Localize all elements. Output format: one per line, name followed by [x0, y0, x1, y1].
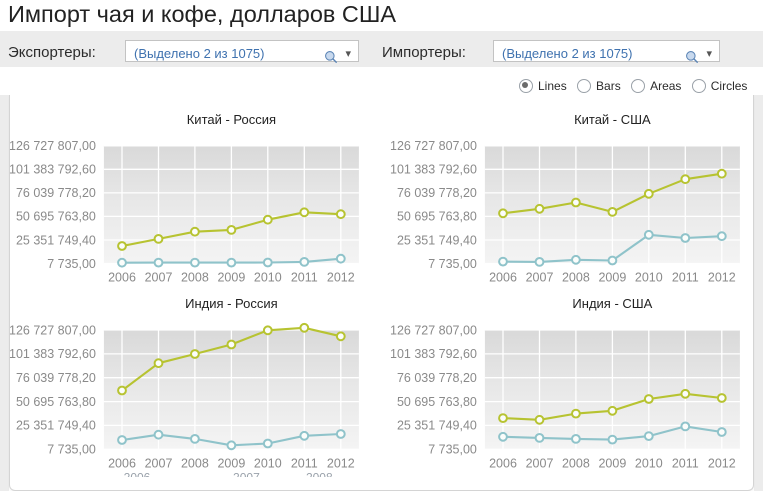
svg-text:2011: 2011 [291, 456, 318, 470]
svg-text:7 735,00: 7 735,00 [428, 443, 477, 457]
svg-text:76 039 778,20: 76 039 778,20 [397, 186, 477, 200]
svg-text:2006: 2006 [489, 456, 517, 470]
svg-text:25 351 749,40: 25 351 749,40 [16, 419, 96, 433]
svg-text:126 727 807,00: 126 727 807,00 [390, 139, 477, 153]
svg-text:7 735,00: 7 735,00 [47, 257, 96, 271]
svg-text:101 383 792,60: 101 383 792,60 [9, 163, 96, 177]
svg-text:25 351 749,40: 25 351 749,40 [16, 233, 96, 247]
svg-text:Индия - Россия: Индия - Россия [185, 296, 278, 311]
svg-text:50 695 763,80: 50 695 763,80 [16, 210, 96, 224]
svg-text:2009: 2009 [598, 456, 626, 470]
svg-text:50 695 763,80: 50 695 763,80 [16, 395, 96, 409]
svg-text:25 351 749,40: 25 351 749,40 [397, 419, 477, 433]
svg-text:2007: 2007 [233, 470, 260, 477]
svg-text:2008: 2008 [562, 456, 590, 470]
svg-text:76 039 778,20: 76 039 778,20 [397, 371, 477, 385]
svg-text:2007: 2007 [145, 456, 173, 470]
svg-text:76 039 778,20: 76 039 778,20 [16, 186, 96, 200]
svg-text:7 735,00: 7 735,00 [428, 257, 477, 271]
svg-text:50 695 763,80: 50 695 763,80 [397, 210, 477, 224]
svg-text:Китай - Россия: Китай - Россия [187, 112, 276, 127]
svg-text:50 695 763,80: 50 695 763,80 [397, 395, 477, 409]
svg-text:Китай - США: Китай - США [574, 112, 651, 127]
svg-text:126 727 807,00: 126 727 807,00 [9, 139, 96, 153]
svg-text:7 735,00: 7 735,00 [47, 443, 96, 457]
svg-text:101 383 792,60: 101 383 792,60 [9, 347, 96, 361]
svg-text:Индия - США: Индия - США [572, 296, 652, 311]
svg-text:2012: 2012 [708, 456, 736, 470]
svg-text:2008: 2008 [306, 470, 333, 477]
svg-text:126 727 807,00: 126 727 807,00 [9, 323, 96, 337]
svg-text:101 383 792,60: 101 383 792,60 [390, 163, 477, 177]
svg-text:101 383 792,60: 101 383 792,60 [390, 347, 477, 361]
svg-text:2007: 2007 [526, 456, 554, 470]
svg-text:76 039 778,20: 76 039 778,20 [16, 371, 96, 385]
svg-text:2006: 2006 [108, 456, 136, 470]
svg-text:2006: 2006 [124, 470, 151, 477]
svg-text:2009: 2009 [217, 456, 245, 470]
svg-text:2008: 2008 [181, 456, 209, 470]
svg-text:2011: 2011 [672, 456, 699, 470]
svg-text:25 351 749,40: 25 351 749,40 [397, 233, 477, 247]
svg-text:2010: 2010 [635, 456, 663, 470]
svg-text:126 727 807,00: 126 727 807,00 [390, 323, 477, 337]
svg-text:2012: 2012 [327, 456, 355, 470]
svg-text:2010: 2010 [254, 456, 282, 470]
